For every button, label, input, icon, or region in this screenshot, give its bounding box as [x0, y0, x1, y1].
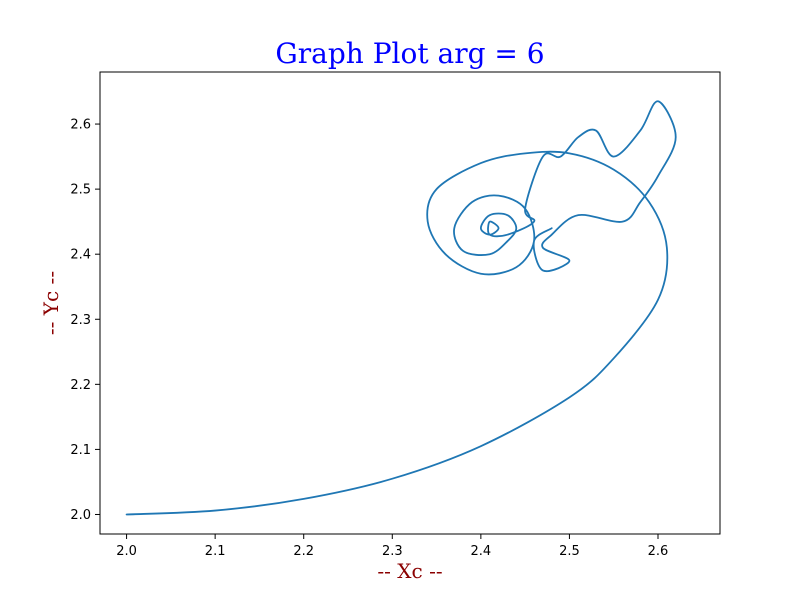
y-tick-label: 2.3 [70, 313, 91, 328]
x-tick-label: 2.6 [648, 544, 669, 559]
x-tick-label: 2.0 [116, 544, 137, 559]
series-line-0 [125, 100, 677, 516]
x-tick-label: 2.3 [382, 544, 403, 559]
series-group [125, 100, 677, 516]
x-axis-ticks: 2.0 2.1 2.2 2.3 2.4 2.5 2.6 [116, 534, 668, 559]
y-tick-label: 2.6 [70, 118, 91, 133]
y-axis-ticks: 2.0 2.1 2.2 2.3 2.4 2.5 2.6 [70, 118, 100, 523]
x-tick-label: 2.5 [559, 544, 580, 559]
x-tick-label: 2.4 [471, 544, 492, 559]
chart-title: Graph Plot arg = 6 [275, 37, 544, 70]
x-axis-label: -- Xc -- [377, 559, 442, 583]
plot-frame [99, 71, 721, 535]
y-tick-label: 2.0 [70, 508, 91, 523]
y-tick-label: 2.1 [70, 443, 91, 458]
y-tick-label: 2.5 [70, 183, 91, 198]
x-tick-label: 2.1 [205, 544, 226, 559]
x-tick-label: 2.2 [293, 544, 314, 559]
y-axis-label: -- Yc -- [39, 271, 63, 335]
y-tick-label: 2.2 [70, 378, 91, 393]
y-tick-label: 2.4 [70, 248, 91, 263]
